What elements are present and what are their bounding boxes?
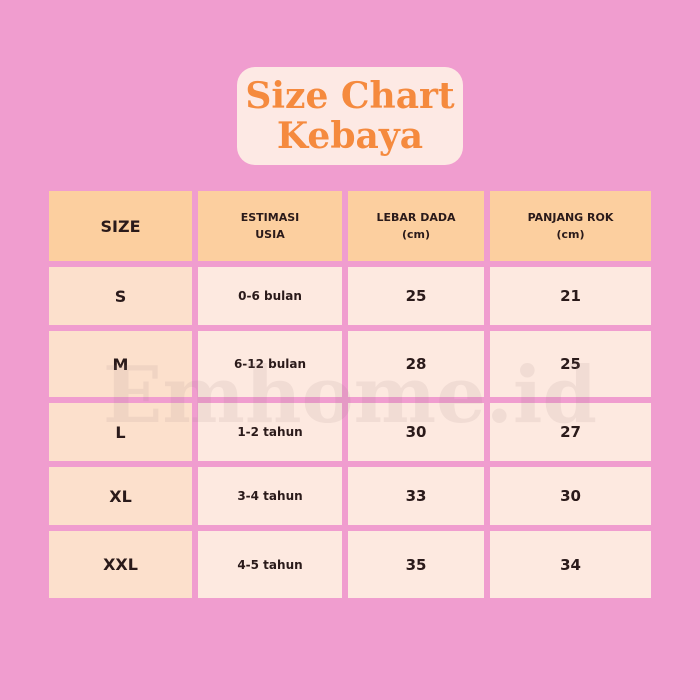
title-line-1: Size Chart	[245, 75, 455, 117]
value-cell: 1-2 tahun	[198, 403, 342, 461]
title-badge: Size Chart Kebaya	[237, 67, 463, 165]
size-cell: L	[49, 403, 192, 461]
header-label: ESTIMASI	[240, 211, 300, 224]
header-label: LEBAR DADA	[376, 211, 456, 224]
value-cell: 34	[490, 531, 651, 598]
value-cell: 30	[490, 467, 651, 525]
header-sublabel: USIA	[255, 228, 285, 241]
size-cell: S	[49, 267, 192, 325]
value-cell: 25	[348, 267, 484, 325]
header-label: PANJANG ROK	[527, 211, 614, 224]
value-cell: 0-6 bulan	[198, 267, 342, 325]
header-sublabel: (cm)	[401, 228, 431, 241]
value-cell: 33	[348, 467, 484, 525]
value-cell: 3-4 tahun	[198, 467, 342, 525]
value-cell: 28	[348, 331, 484, 397]
size-cell: M	[49, 331, 192, 397]
title-line-2: Kebaya	[276, 115, 424, 157]
value-cell: 6-12 bulan	[198, 331, 342, 397]
header-cell: SIZE	[49, 191, 192, 261]
value-cell: 35	[348, 531, 484, 598]
value-cell: 4-5 tahun	[198, 531, 342, 598]
value-cell: 21	[490, 267, 651, 325]
header-sublabel: (cm)	[556, 228, 585, 241]
header-label: SIZE	[100, 216, 141, 236]
header-cell: PANJANG ROK (cm)	[490, 191, 651, 261]
header-cell: LEBAR DADA (cm)	[348, 191, 484, 261]
value-cell: 30	[348, 403, 484, 461]
header-cell: ESTIMASI USIA	[198, 191, 342, 261]
value-cell: 27	[490, 403, 651, 461]
size-cell: XL	[49, 467, 192, 525]
value-cell: 25	[490, 331, 651, 397]
size-cell: XXL	[49, 531, 192, 598]
